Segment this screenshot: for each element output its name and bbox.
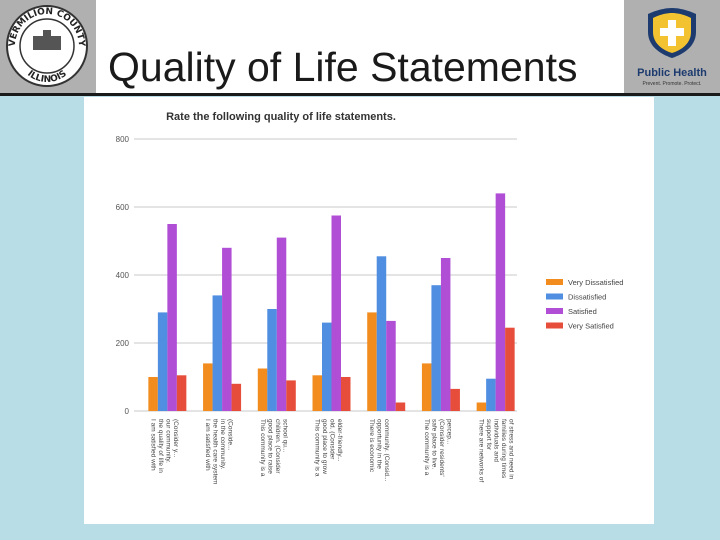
- bar: [376, 256, 387, 411]
- header-divider: [0, 93, 720, 96]
- public-health-shield-icon: Public Health Prevent. Promote. Protect.: [637, 8, 707, 87]
- public-health-text: Public Health: [637, 67, 707, 79]
- bar: [322, 322, 332, 411]
- bar: [450, 388, 460, 411]
- bar: [395, 402, 406, 411]
- y-tick-label: 800: [116, 135, 130, 144]
- x-tick-label: There are networks ofsupport forindividu…: [478, 419, 515, 482]
- bar: [148, 377, 158, 411]
- x-tick-label: I am satisfied withthe health care syste…: [204, 419, 234, 484]
- bar: [167, 224, 177, 411]
- bar: [495, 193, 506, 411]
- legend-swatch: [546, 322, 563, 329]
- x-tick-label: I am satisfied withthe quality of life i…: [149, 419, 179, 473]
- legend-label: Satisfied: [568, 307, 597, 316]
- bar: [267, 309, 277, 411]
- bar: [312, 375, 322, 411]
- county-seal-logo: VERMILION COUNTY ILLINOIS: [0, 0, 96, 93]
- legend-label: Dissatisfied: [568, 293, 606, 302]
- bar: [486, 378, 496, 411]
- x-tick-label: The community is asafe place to live.(Co…: [423, 419, 453, 477]
- public-health-logo: Public Health Prevent. Promote. Protect.: [624, 0, 720, 93]
- legend-label: Very Satisfied: [568, 322, 614, 331]
- bar: [440, 258, 451, 411]
- county-seal-icon: VERMILION COUNTY ILLINOIS: [6, 5, 88, 87]
- bar: [157, 312, 168, 411]
- legend-label: Very Dissatisfied: [568, 278, 623, 287]
- bar: [222, 247, 232, 411]
- x-tick-label: There is economicopportunity in thecommu…: [368, 419, 390, 482]
- bar-chart: Rate the following quality of life state…: [116, 111, 624, 484]
- bar: [367, 312, 377, 411]
- bar: [421, 363, 432, 411]
- seal-bottom-text: ILLINOIS: [25, 69, 68, 85]
- y-tick-label: 200: [116, 339, 130, 348]
- x-tick-label: This community is agood place to growold…: [314, 419, 344, 477]
- bar: [386, 320, 396, 411]
- bar: [476, 402, 487, 411]
- y-tick-label: 0: [125, 407, 130, 416]
- bar: [505, 327, 515, 411]
- legend-swatch: [546, 279, 563, 285]
- bar: [203, 363, 213, 411]
- bar: [176, 375, 187, 411]
- x-tick-label: This community is agood place to raisech…: [259, 419, 289, 477]
- chart-title: Rate the following quality of life state…: [166, 111, 396, 123]
- y-tick-label: 600: [116, 203, 130, 212]
- chart-panel: Rate the following quality of life state…: [84, 97, 654, 524]
- svg-text:ILLINOIS: ILLINOIS: [25, 69, 68, 85]
- bar: [231, 383, 242, 411]
- bar: [212, 295, 223, 411]
- slide-title: Quality of Life Statements: [108, 44, 578, 90]
- bar: [331, 215, 341, 411]
- public-health-tagline: Prevent. Promote. Protect.: [643, 81, 702, 87]
- y-tick-label: 400: [116, 271, 130, 280]
- bar: [431, 285, 441, 411]
- bar: [276, 237, 287, 411]
- slide-header: [0, 0, 720, 94]
- bar: [286, 380, 296, 411]
- legend-swatch: [546, 293, 563, 300]
- bar: [341, 377, 351, 411]
- legend-swatch: [546, 308, 563, 314]
- bar: [257, 368, 268, 411]
